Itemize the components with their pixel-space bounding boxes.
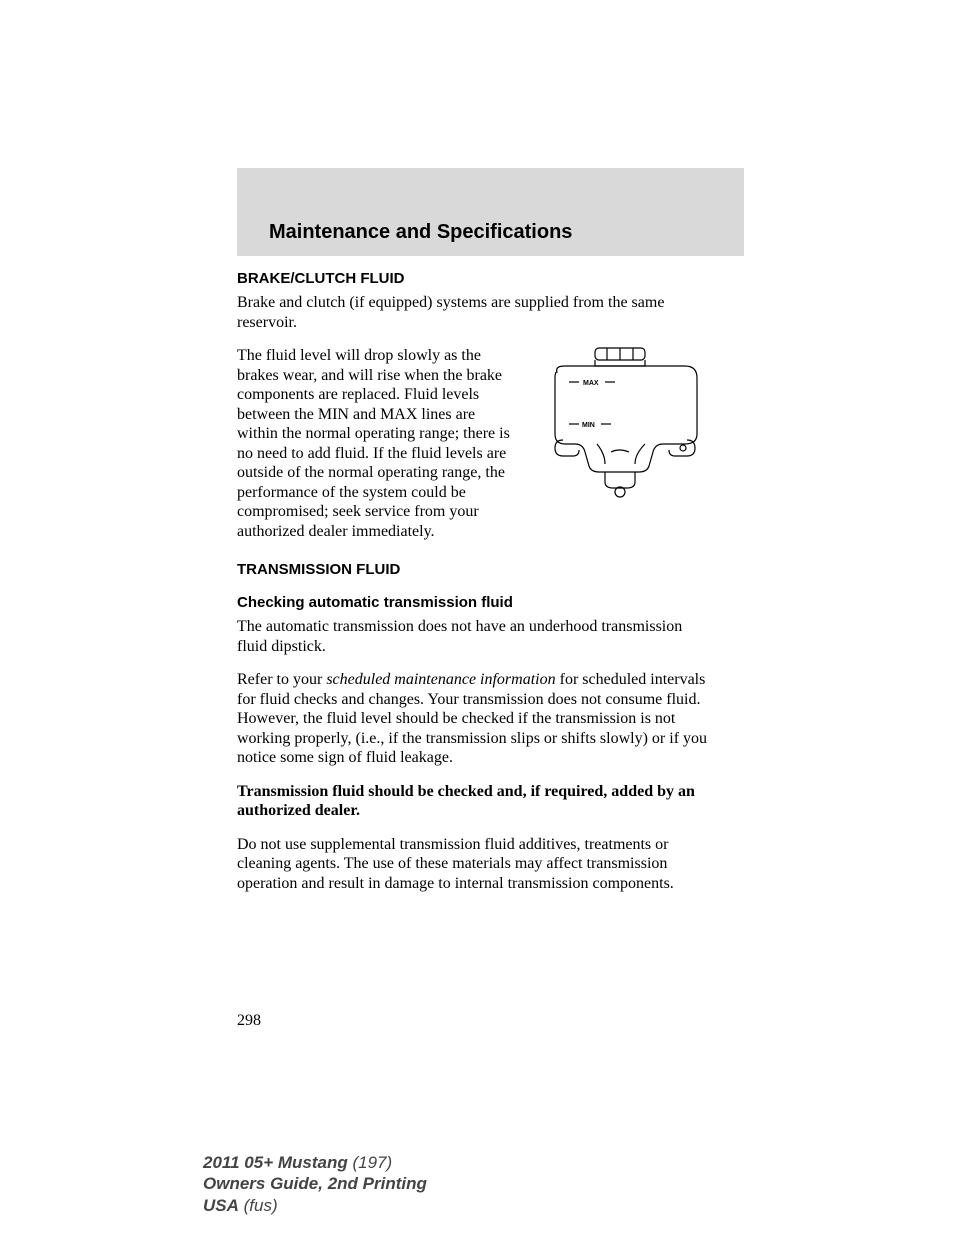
footer-code: (197) — [348, 1153, 392, 1172]
brake-detail-row: The fluid level will drop slowly as the … — [237, 346, 715, 541]
atf-p3-bold: Transmission fluid should be checked and… — [237, 782, 715, 821]
footer-line3: USA (fus) — [203, 1195, 427, 1216]
min-label: MIN — [582, 422, 595, 429]
atf-p1: The automatic transmission does not have… — [237, 617, 715, 656]
footer-region: USA — [203, 1196, 239, 1215]
atf-p2: Refer to your scheduled maintenance info… — [237, 670, 715, 768]
page-number: 298 — [237, 1012, 261, 1030]
atf-p4: Do not use supplemental transmission flu… — [237, 835, 715, 894]
atf-p2-italic: scheduled maintenance information — [326, 671, 555, 688]
page-header-title: Maintenance and Specifications — [269, 221, 572, 244]
footer-line2: Owners Guide, 2nd Printing — [203, 1173, 427, 1194]
brake-detail-text: The fluid level will drop slowly as the … — [237, 346, 517, 541]
section-heading-brake: BRAKE/CLUTCH FLUID — [237, 270, 715, 287]
footer-line1: 2011 05+ Mustang (197) — [203, 1152, 427, 1173]
header-bar: Maintenance and Specifications — [237, 168, 744, 256]
page-content: BRAKE/CLUTCH FLUID Brake and clutch (if … — [237, 270, 715, 907]
footer-model: 2011 05+ Mustang — [203, 1153, 348, 1172]
subheading-checking-atf: Checking automatic transmission fluid — [237, 594, 715, 611]
section-heading-transmission: TRANSMISSION FLUID — [237, 561, 715, 578]
reservoir-diagram: MAX MIN — [535, 344, 715, 541]
footer: 2011 05+ Mustang (197) Owners Guide, 2nd… — [203, 1152, 427, 1216]
brake-intro-text: Brake and clutch (if equipped) systems a… — [237, 293, 715, 332]
atf-p2-a: Refer to your — [237, 671, 326, 688]
footer-fus: (fus) — [239, 1196, 278, 1215]
max-label: MAX — [583, 380, 599, 387]
